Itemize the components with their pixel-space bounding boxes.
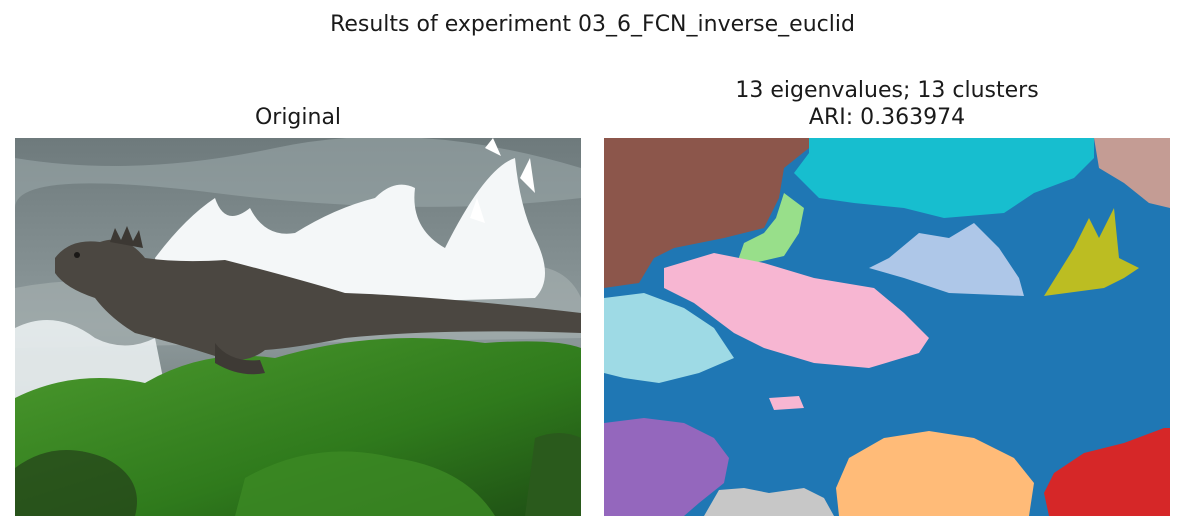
segmentation-map xyxy=(604,138,1170,516)
iguana xyxy=(55,239,581,360)
cluster-region-light-cyan xyxy=(604,293,734,383)
segmentation-title-line1: 13 eigenvalues; 13 clusters xyxy=(735,78,1039,103)
cluster-region-light-blue xyxy=(869,223,1024,296)
cluster-region-pink-top xyxy=(1094,138,1170,208)
cluster-region-orange xyxy=(836,431,1034,516)
cluster-region-light-green xyxy=(736,193,804,266)
segmentation-panel-title: 13 eigenvalues; 13 clusters ARI: 0.36397… xyxy=(604,77,1170,131)
cluster-region-purple xyxy=(604,418,729,516)
cluster-region-olive xyxy=(1044,208,1139,296)
iguana-spikes xyxy=(110,226,143,248)
cluster-region-pink-small xyxy=(769,396,804,410)
cluster-region-brown xyxy=(604,138,809,288)
cluster-region-pink xyxy=(664,253,929,368)
original-image xyxy=(15,138,581,516)
cluster-region-cyan xyxy=(794,138,1094,218)
segmentation-title-line2: ARI: 0.363974 xyxy=(808,105,966,130)
cluster-region-red xyxy=(1044,428,1170,516)
original-panel-title: Original xyxy=(254,105,342,130)
cluster-region-gray xyxy=(704,488,834,516)
figure-title: Results of experiment 03_6_FCN_inverse_e… xyxy=(330,12,855,37)
